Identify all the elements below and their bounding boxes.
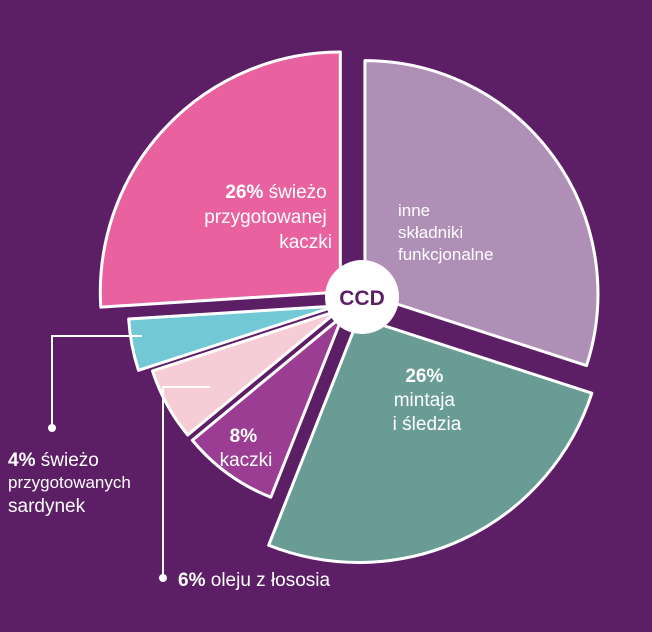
leader-dot-sardynki (48, 424, 56, 432)
leader-dot-olej (159, 574, 167, 582)
center-label: CCD (339, 287, 385, 310)
label-olej: 6% oleju z łososia (178, 570, 331, 591)
label-inne: inne składniki funkcjonalne (398, 201, 493, 264)
label-kaczka-26: 26% świeżo przygotowanej kaczki (204, 182, 332, 253)
pie-slice-olej (151, 309, 340, 437)
pie-slice-mintaja (267, 315, 594, 564)
label-mintaja: 26% mintaja i śledzia (393, 366, 462, 435)
pct-sardynki: 4% (8, 450, 36, 471)
pie-slices (98, 50, 600, 564)
leader-line-olej (162, 386, 210, 576)
pie-slice-inne (363, 59, 600, 368)
label-sardynki: 4% świeżo przygotowanych sardynek (8, 450, 136, 517)
pie-slice-kaczki-8 (190, 314, 345, 499)
pct-kaczka-26: 26% (225, 182, 263, 203)
pie-slice-sardynki (127, 304, 338, 372)
pie-slice-kaczka-26 (98, 50, 342, 309)
center-hub (325, 260, 399, 334)
leader-line-sardynki (51, 335, 142, 426)
label-kaczki-8: 8% kaczki (220, 426, 273, 471)
pct-olej: 6% (178, 570, 206, 591)
